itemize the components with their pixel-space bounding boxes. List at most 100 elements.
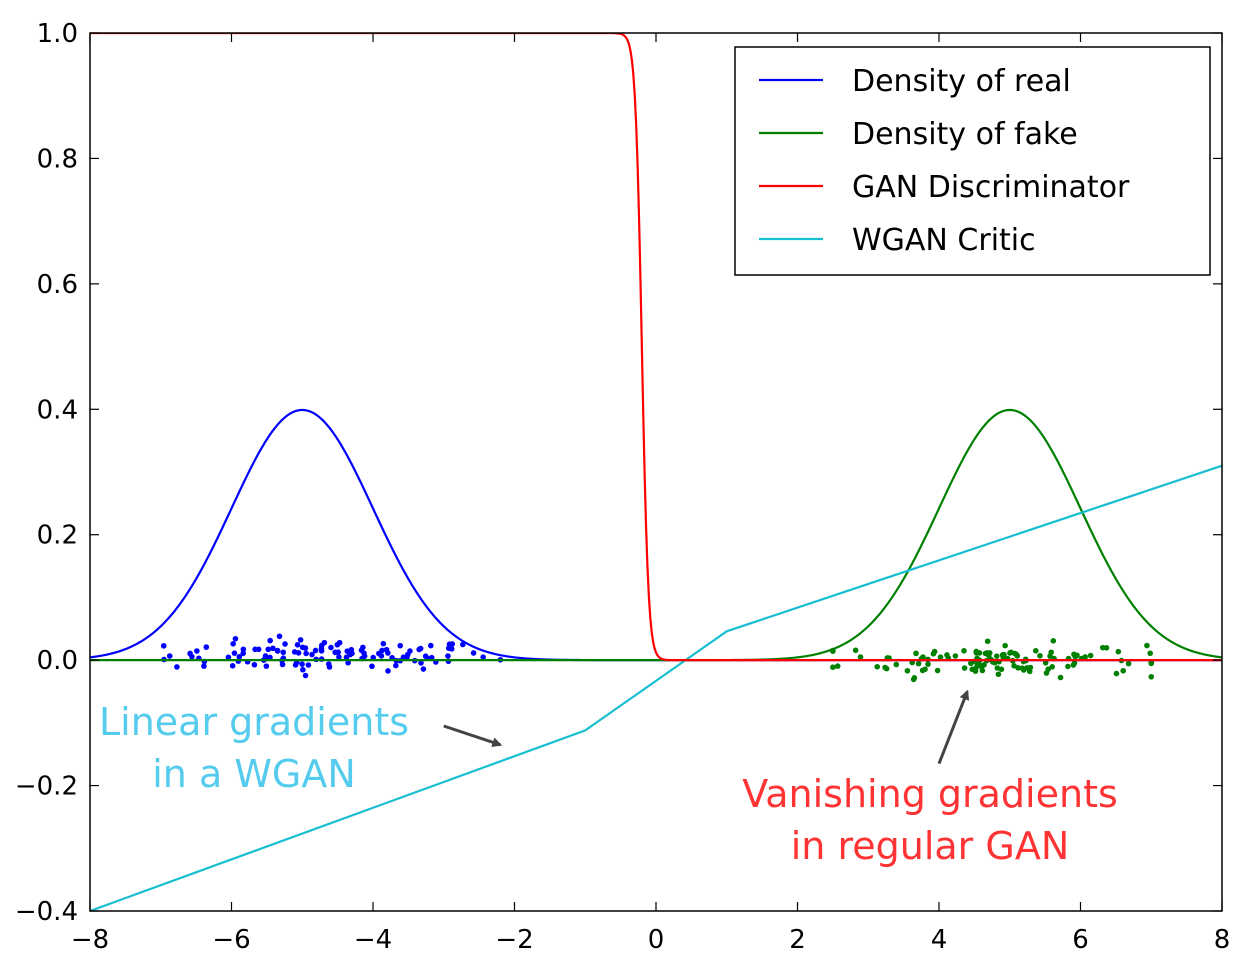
scatter-point-real bbox=[312, 647, 319, 654]
scatter-point-fake bbox=[893, 661, 900, 668]
scatter-point-fake bbox=[1082, 654, 1088, 660]
scatter-point-fake bbox=[986, 650, 993, 656]
scatter-point-real bbox=[334, 641, 341, 648]
scatter-point-fake bbox=[1115, 648, 1122, 655]
scatter-point-real bbox=[378, 653, 385, 659]
scatter-point-real bbox=[299, 661, 305, 667]
annotation-text: in regular GAN bbox=[791, 824, 1070, 868]
scatter-point-real bbox=[280, 649, 287, 656]
scatter-point-real bbox=[397, 642, 403, 649]
legend-label: GAN Discriminator bbox=[852, 170, 1130, 205]
scatter-point-real bbox=[297, 637, 304, 643]
scatter-point-fake bbox=[1007, 650, 1013, 656]
legend-label: WGAN Critic bbox=[852, 223, 1036, 258]
scatter-point-real bbox=[276, 633, 283, 640]
scatter-point-fake bbox=[925, 661, 931, 667]
plot-clip bbox=[90, 33, 1222, 911]
scatter-point-fake bbox=[1065, 663, 1071, 670]
scatter-point-real bbox=[230, 641, 236, 647]
annotation-text: Vanishing gradients bbox=[742, 772, 1118, 816]
scatter-point-real bbox=[328, 644, 334, 651]
scatter-point-real bbox=[251, 661, 258, 668]
scatter-point-fake bbox=[1032, 647, 1039, 654]
scatter-point-fake bbox=[978, 663, 985, 670]
scatter-point-fake bbox=[995, 671, 1002, 678]
scatter-point-real bbox=[445, 645, 452, 651]
scatter-point-real bbox=[345, 659, 351, 666]
scatter-point-fake bbox=[919, 667, 926, 674]
scatter-point-real bbox=[300, 666, 306, 673]
scatter-point-fake bbox=[1019, 665, 1026, 671]
annotation-text: Linear gradients bbox=[99, 700, 409, 744]
scatter-point-real bbox=[347, 649, 354, 656]
scatter-point-fake bbox=[883, 665, 890, 672]
scatter-point-real bbox=[265, 646, 272, 653]
scatter-point-real bbox=[360, 644, 366, 651]
y-tick-label: 0.6 bbox=[37, 270, 78, 300]
y-tick-label: 0.2 bbox=[37, 521, 78, 551]
scatter-point-fake bbox=[937, 654, 944, 660]
scatter-point-fake bbox=[1047, 653, 1053, 659]
scatter-point-real bbox=[326, 664, 333, 670]
scatter-point-fake bbox=[973, 650, 980, 656]
x-tick-label: 2 bbox=[789, 925, 806, 955]
scatter-point-real bbox=[418, 660, 424, 666]
scatter-point-fake bbox=[1099, 644, 1106, 651]
scatter-point-real bbox=[225, 654, 232, 661]
scatter-point-real bbox=[236, 653, 243, 660]
scatter-point-real bbox=[336, 654, 342, 660]
scatter-point-real bbox=[299, 644, 306, 651]
scatter-point-fake bbox=[1012, 650, 1018, 657]
scatter-point-real bbox=[240, 650, 246, 657]
y-tick-label: 1.0 bbox=[37, 19, 78, 49]
scatter-point-fake bbox=[982, 650, 989, 657]
scatter-point-fake bbox=[993, 653, 1000, 659]
scatter-point-real bbox=[480, 654, 486, 660]
scatter-point-fake bbox=[904, 667, 911, 674]
scatter-point-fake bbox=[1148, 673, 1155, 680]
scatter-point-fake bbox=[944, 652, 950, 658]
scatter-point-real bbox=[318, 645, 325, 652]
annotation-arrow bbox=[937, 689, 970, 765]
scatter-point-real bbox=[232, 635, 239, 642]
scatter-point-real bbox=[470, 650, 477, 656]
scatter-point-real bbox=[361, 653, 368, 659]
scatter-point-fake bbox=[1037, 652, 1043, 659]
plot-area bbox=[90, 33, 1222, 911]
scatter-point-real bbox=[294, 641, 301, 648]
scatter-point-real bbox=[166, 653, 173, 659]
scatter-point-real bbox=[369, 663, 375, 670]
annotations: Linear gradients in a WGAN Vanishing gradi… bbox=[99, 689, 1118, 868]
y-tick-label: 0.0 bbox=[37, 646, 78, 676]
scatter-point-real bbox=[270, 645, 276, 652]
ticks: −8 −6 −4 −2 0 2 4 6 8 −0.4 −0.2 0.0 0.2 0.4 0.6 0.8 1.0 bbox=[15, 19, 1230, 955]
scatter-point-real bbox=[420, 666, 427, 672]
scatter-point-fake bbox=[1057, 674, 1064, 681]
scatter-point-fake bbox=[852, 647, 859, 654]
y-tick-label: −0.4 bbox=[15, 897, 78, 927]
scatter-point-real bbox=[282, 641, 288, 647]
scatter-point-real bbox=[380, 640, 387, 647]
scatter-point-fake bbox=[1087, 652, 1094, 659]
scatter-point-real bbox=[302, 672, 309, 679]
scatter-point-real bbox=[393, 662, 399, 669]
scatter-point-fake bbox=[1002, 642, 1008, 649]
scatter-point-real bbox=[370, 654, 377, 661]
legend-box bbox=[734, 46, 1211, 276]
series-line-density-of-fake bbox=[90, 408, 1222, 662]
scatter-point-real bbox=[203, 644, 210, 650]
scatter-point-real bbox=[160, 643, 167, 649]
scatter-point-real bbox=[231, 650, 238, 656]
scatter-point-real bbox=[445, 653, 451, 659]
scatter-point-fake bbox=[961, 665, 968, 671]
scatter-point-real bbox=[332, 649, 339, 656]
scatter-point-real bbox=[309, 651, 315, 658]
scatter-point-fake bbox=[1125, 660, 1132, 667]
x-tick-label: −6 bbox=[212, 925, 250, 955]
x-tick-label: −2 bbox=[495, 925, 533, 955]
scatter-point-fake bbox=[1113, 670, 1120, 677]
scatter-point-fake bbox=[910, 676, 917, 683]
scatter-point-fake bbox=[961, 647, 967, 654]
y-tick-label: −0.2 bbox=[15, 772, 78, 802]
